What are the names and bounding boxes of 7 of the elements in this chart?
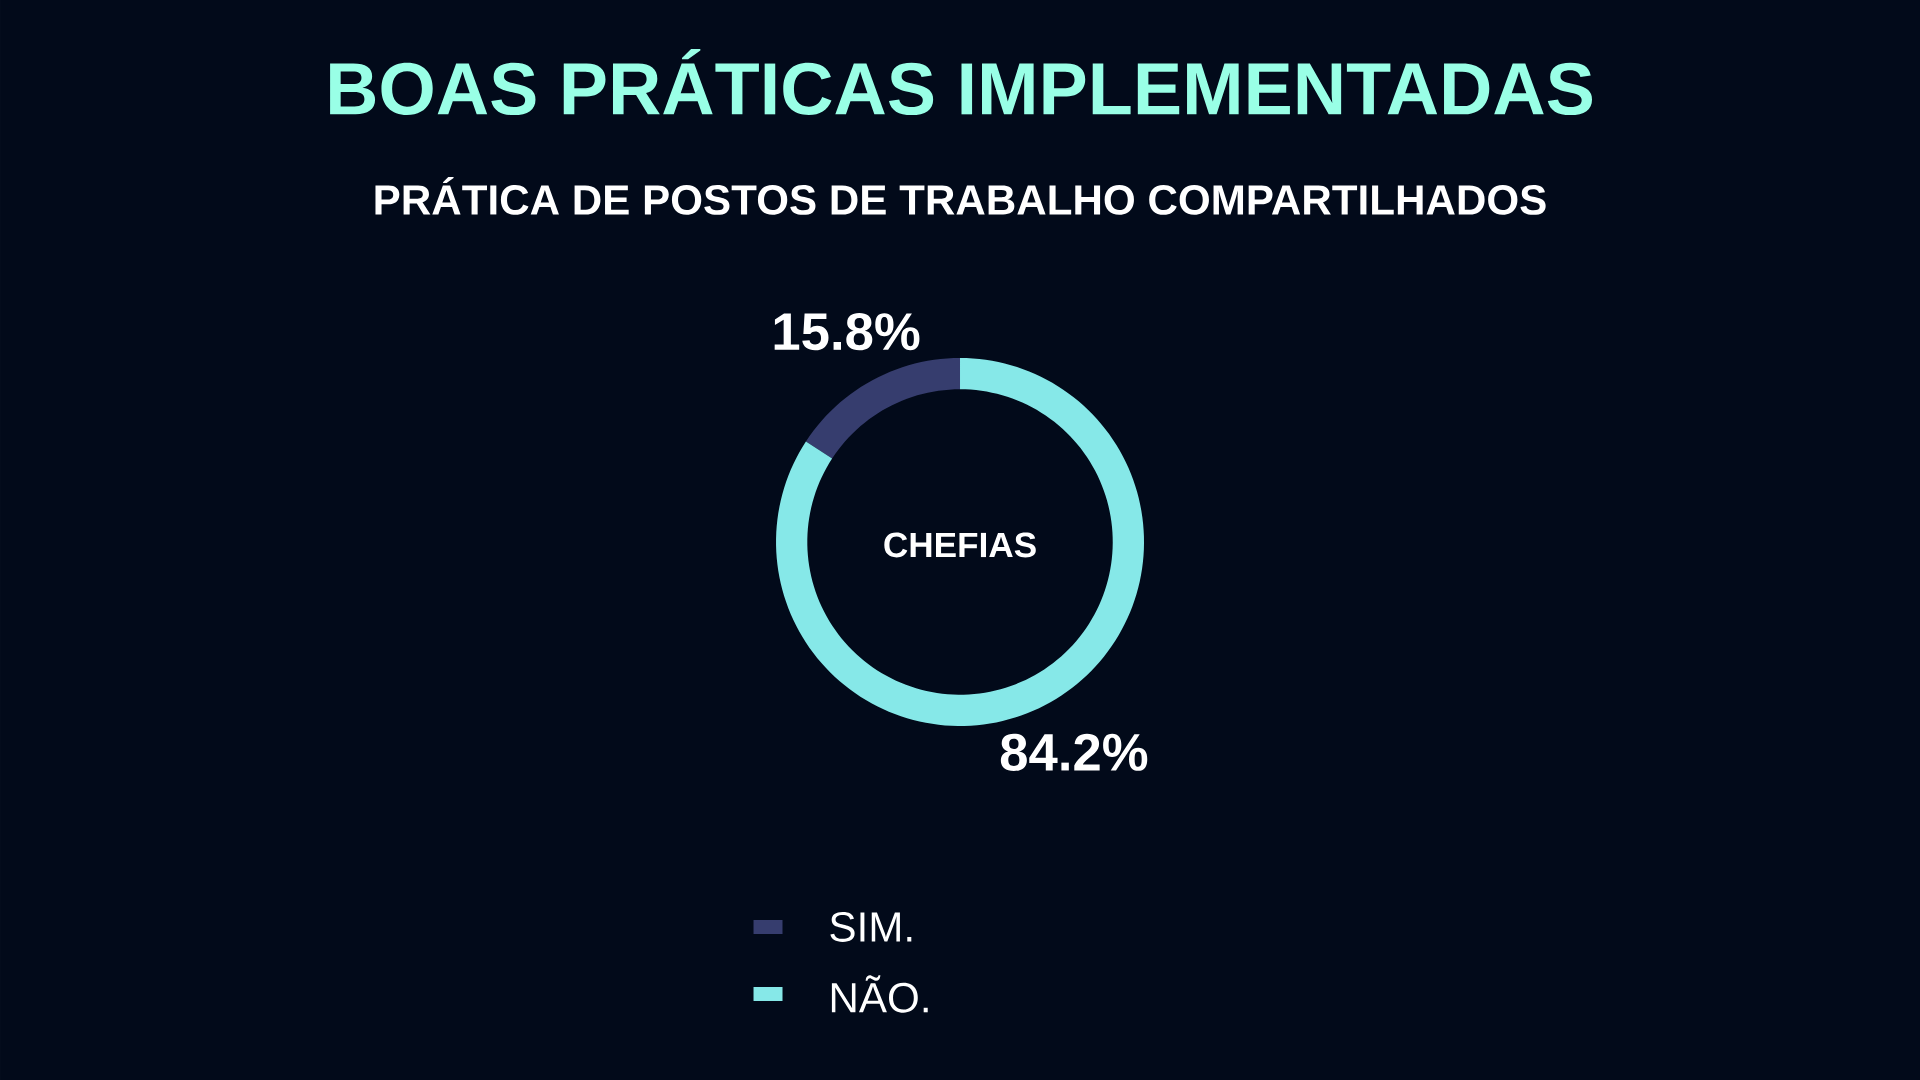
chart-subtitle: PRÁTICA DE POSTOS DE TRABALHO COMPARTILHADOS (375, 177, 1546, 215)
text: CHEFIAS (884, 532, 1036, 558)
data-label: 15.8% (774, 312, 920, 351)
legend-label: NÃO. (831, 975, 928, 1013)
chart-title: BOAS PRÁTICAS IMPLEMENTADAS (330, 48, 1593, 116)
data-label: 84.2% (1000, 733, 1148, 771)
legend-label: SIM. (830, 912, 912, 942)
